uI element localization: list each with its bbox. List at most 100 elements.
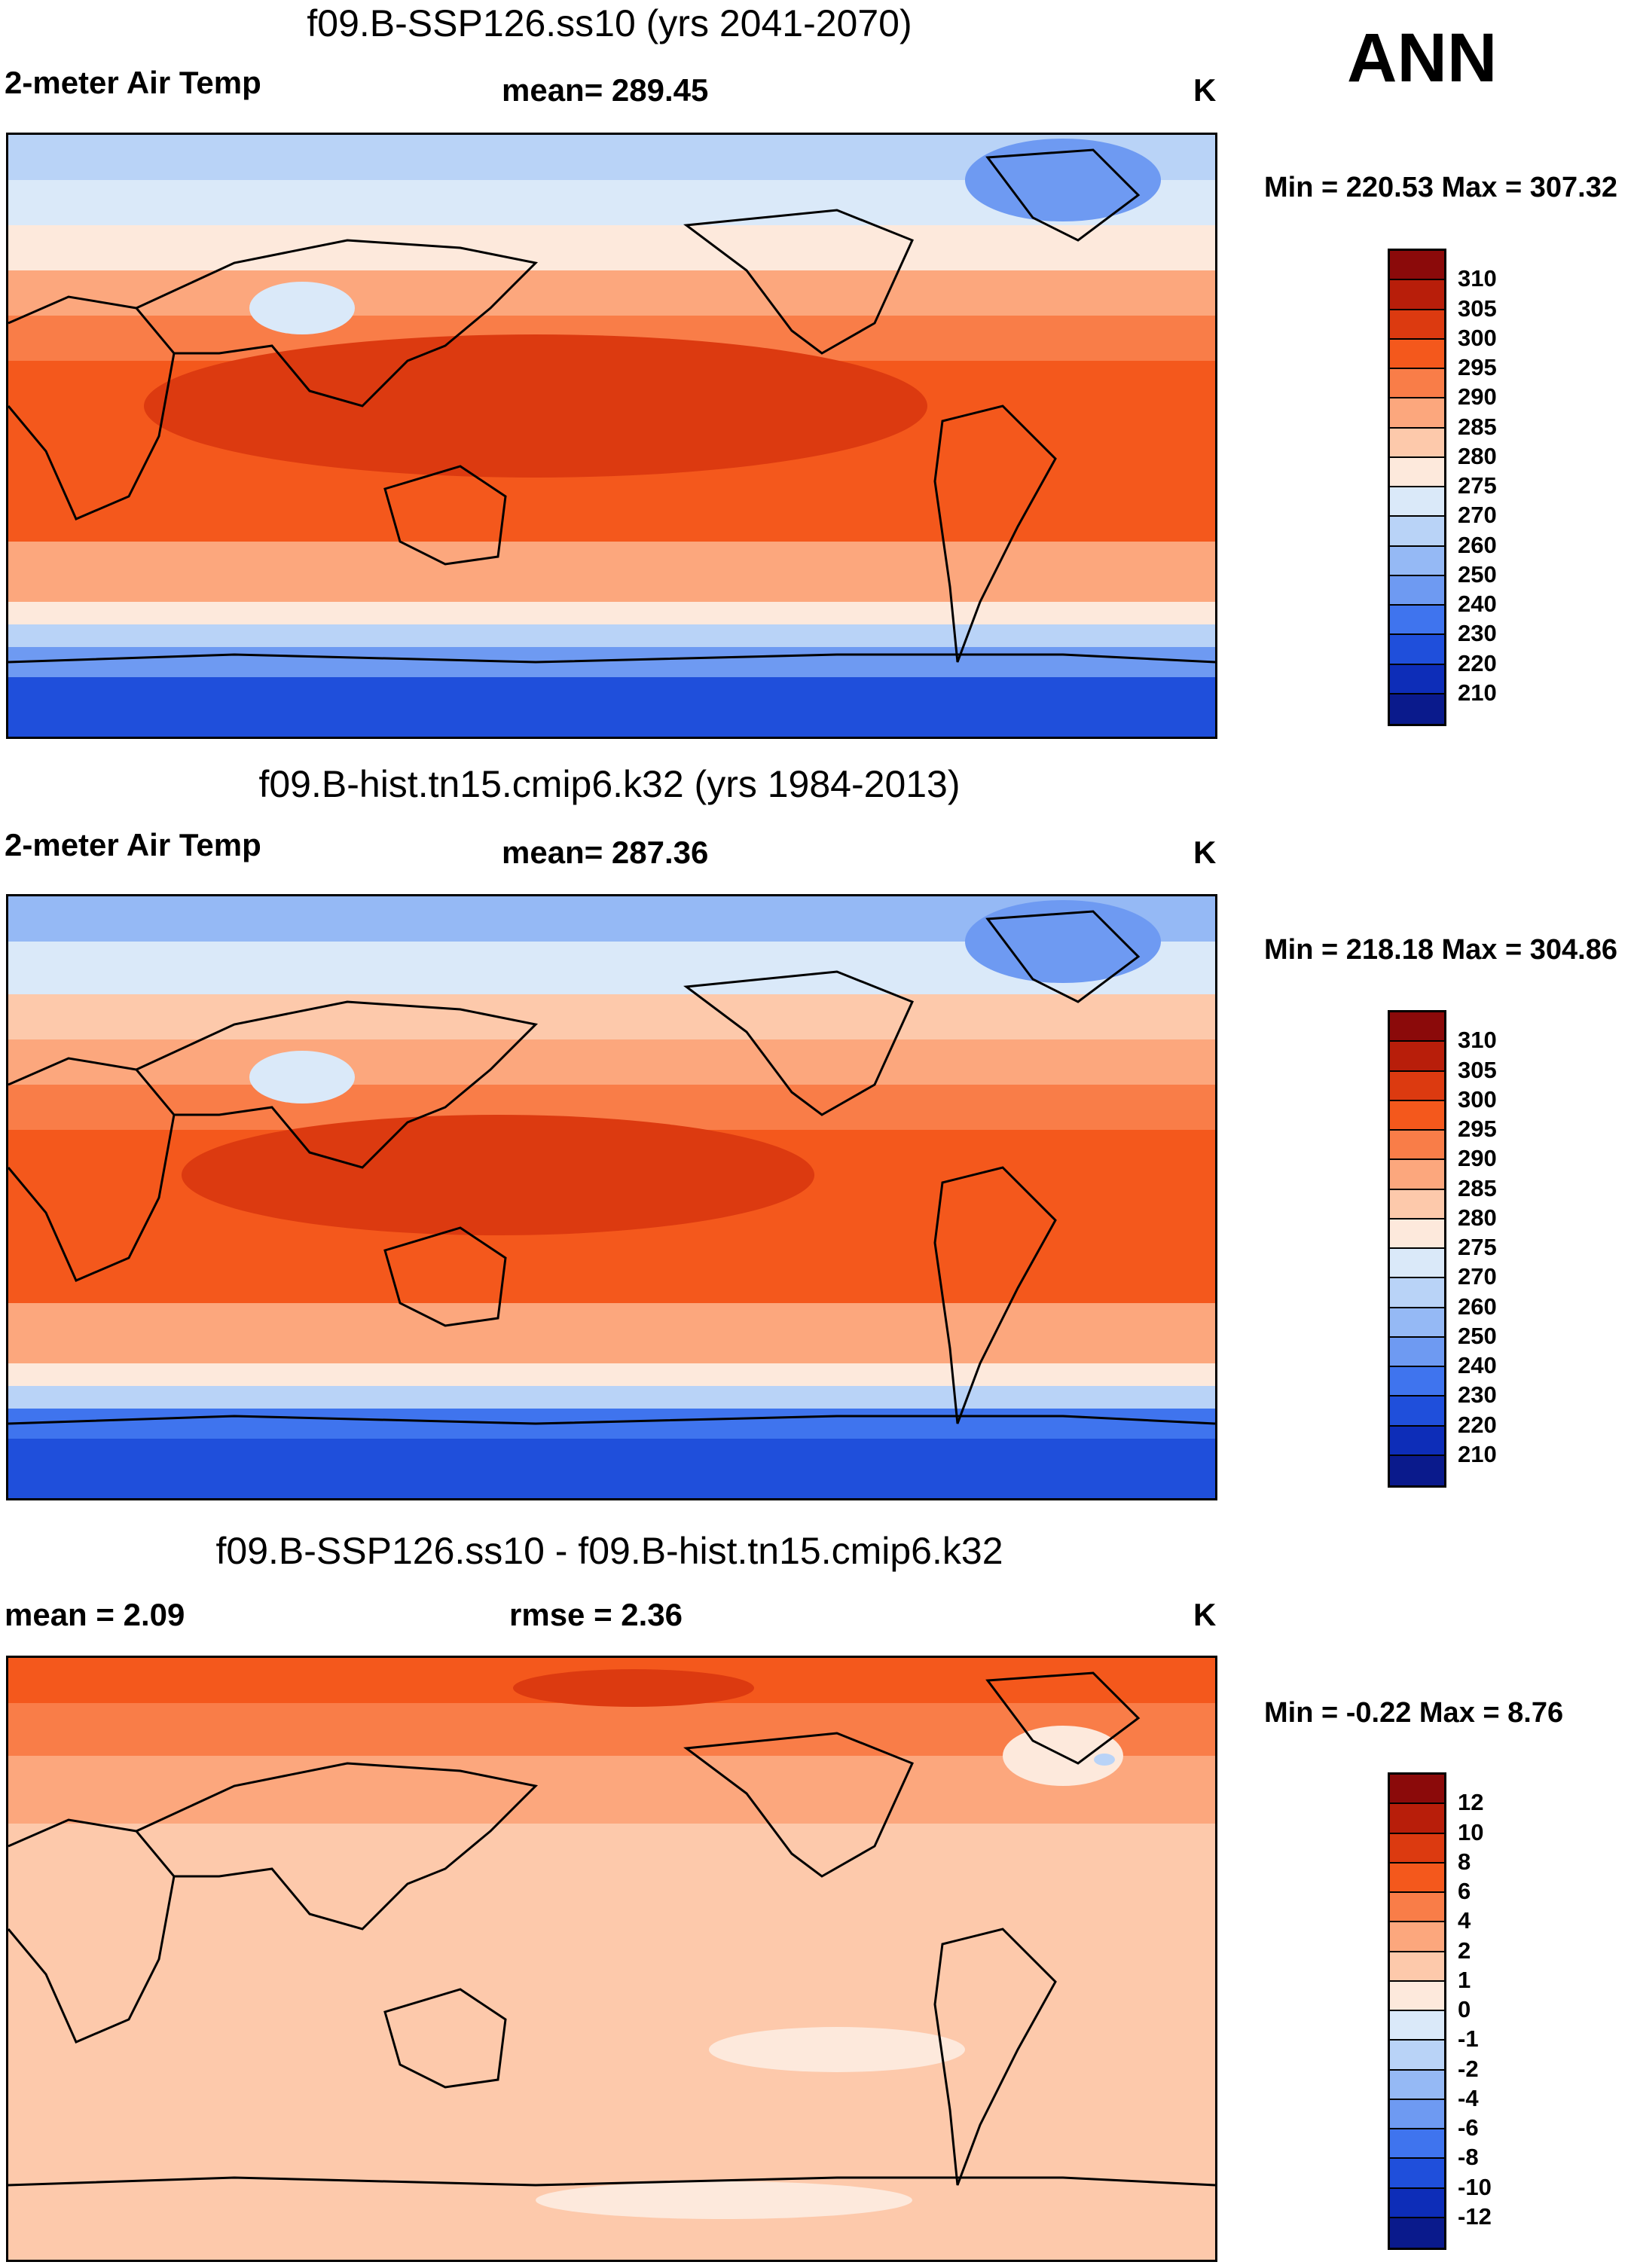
colorbar-tick-label: 260 [1458, 531, 1497, 558]
colorbar-segment [1390, 1012, 1444, 1042]
season-label: ANN [1347, 20, 1498, 96]
colorbar-segment [1390, 664, 1444, 694]
warm-pool [182, 1115, 814, 1235]
africa-coast [8, 295, 176, 520]
colorbar-segment [1390, 546, 1444, 576]
panel2-map [6, 894, 1217, 1500]
colorbar-tick-label: 4 [1458, 1907, 1471, 1934]
panel3-mean-label: mean = 2.09 [5, 1597, 185, 1632]
colorbar-segment [1390, 2099, 1444, 2129]
colorbar-segment [1390, 428, 1444, 458]
south-america-coast [933, 1166, 1057, 1424]
panel2-mean-label: mean= 287.36 [502, 835, 709, 870]
greenland-coast [985, 1671, 1141, 1765]
band-south-mid [8, 602, 1215, 624]
colorbar-tick-label: 275 [1458, 472, 1497, 499]
north-america-coast [683, 1732, 915, 1878]
colorbar-segment [1390, 1308, 1444, 1338]
colorbar-segment [1390, 517, 1444, 547]
colorbar-segment [1390, 398, 1444, 429]
panel3-units-label: K [1193, 1597, 1217, 1632]
colorbar-tick-label: 250 [1458, 560, 1497, 588]
cooling-spot [1094, 1754, 1115, 1766]
antarctica-coast [8, 2176, 1215, 2187]
colorbar-segment [1390, 575, 1444, 606]
band-north-mid [8, 994, 1215, 1039]
colorbar-segment [1390, 1397, 1444, 1427]
greenland-coast [985, 148, 1141, 242]
colorbar-segment [1390, 1219, 1444, 1249]
colorbar-segment [1390, 457, 1444, 487]
colorbar-tick-label: 285 [1458, 1174, 1497, 1201]
asia-coast [136, 239, 539, 408]
colorbar-tick-label: -1 [1458, 2025, 1479, 2053]
colorbar-segment [1390, 251, 1444, 281]
australia-coast [383, 1226, 507, 1327]
colorbar-tick-label: -12 [1458, 2202, 1492, 2230]
colorbar-segment [1390, 1100, 1444, 1131]
panel1-minmax: Min = 220.53 Max = 307.32 [1264, 172, 1617, 203]
colorbar-tick-label: 270 [1458, 1263, 1497, 1290]
panel2-title: f09.B-hist.tn15.cmip6.k32 (yrs 1984-2013… [258, 763, 961, 805]
colorbar-segment [1390, 1893, 1444, 1923]
asia-coast [136, 1000, 539, 1169]
south-america-coast [933, 404, 1057, 663]
colorbar-segment [1390, 1863, 1444, 1893]
colorbar-tick-label: 2 [1458, 1937, 1471, 1964]
colorbar-tick-label: 210 [1458, 679, 1497, 706]
colorbar-tick-label: 240 [1458, 591, 1497, 617]
north-america-coast [683, 209, 915, 355]
panel3-minmax: Min = -0.22 Max = 8.76 [1264, 1697, 1564, 1729]
panel2-map-svg [8, 896, 1215, 1498]
colorbar-segment [1390, 280, 1444, 310]
colorbar-segment [1390, 2188, 1444, 2218]
north-america-coast [683, 970, 915, 1116]
colorbar-tick-label: 280 [1458, 442, 1497, 469]
colorbar-tick-label: 6 [1458, 1878, 1471, 1904]
antarctica-coast [8, 1415, 1215, 1425]
colorbar-segment [1390, 1775, 1444, 1805]
colorbar-segment [1390, 1189, 1444, 1219]
asia-coast [136, 1762, 539, 1931]
colorbar-segment [1390, 606, 1444, 636]
colorbar-tick-label: 290 [1458, 1145, 1497, 1172]
colorbar-tick-label: 295 [1458, 1116, 1497, 1142]
colorbar-segment [1390, 1160, 1444, 1190]
colorbar-segment [1390, 2011, 1444, 2041]
colorbar-tick-label: -4 [1458, 2084, 1479, 2111]
colorbar-segment [1390, 1426, 1444, 1456]
panel3-map-svg [8, 1658, 1215, 2260]
band-southern-ocean [8, 624, 1215, 647]
band-antarctic-coast [8, 1409, 1215, 1439]
panel3-title: f09.B-SSP126.ss10 - f09.B-hist.tn15.cmip… [215, 1530, 1003, 1572]
south-america-coast [933, 1928, 1057, 2186]
panel2-minmax: Min = 218.18 Max = 304.86 [1264, 934, 1617, 966]
southern-ocean-min [536, 2181, 912, 2219]
colorbar-tick-label: 300 [1458, 324, 1497, 351]
panel2-units-label: K [1193, 835, 1217, 870]
colorbar-tick-label: 310 [1458, 265, 1497, 292]
colorbar-segment [1390, 635, 1444, 665]
colorbar-tick-label: 210 [1458, 1440, 1497, 1467]
band-southern-ocean [8, 1386, 1215, 1409]
band-antarctic-coast [8, 647, 1215, 677]
colorbar-tick-label: 280 [1458, 1204, 1497, 1231]
colorbar-segment [1390, 2218, 1444, 2248]
colorbar-tick-label: 260 [1458, 1293, 1497, 1320]
band-north-mid [8, 225, 1215, 270]
colorbar-segment [1390, 1249, 1444, 1279]
greenland-coast [985, 910, 1141, 1003]
colorbar-segment [1390, 1833, 1444, 1864]
band-south-mid [8, 1363, 1215, 1386]
colorbar-segment [1390, 1922, 1444, 1952]
colorbar-segment [1390, 1131, 1444, 1161]
panel1-map-svg [8, 135, 1215, 737]
colorbar-segment [1390, 1337, 1444, 1367]
colorbar-tick-label: 0 [1458, 1996, 1471, 2022]
colorbar-segment [1390, 1981, 1444, 2011]
colorbar-segment [1390, 1367, 1444, 1397]
panel3-map [6, 1656, 1217, 2262]
band-north-temperate [8, 1039, 1215, 1085]
colorbar-tick-label: 8 [1458, 1848, 1471, 1875]
band-south-subtropics [8, 1303, 1215, 1363]
